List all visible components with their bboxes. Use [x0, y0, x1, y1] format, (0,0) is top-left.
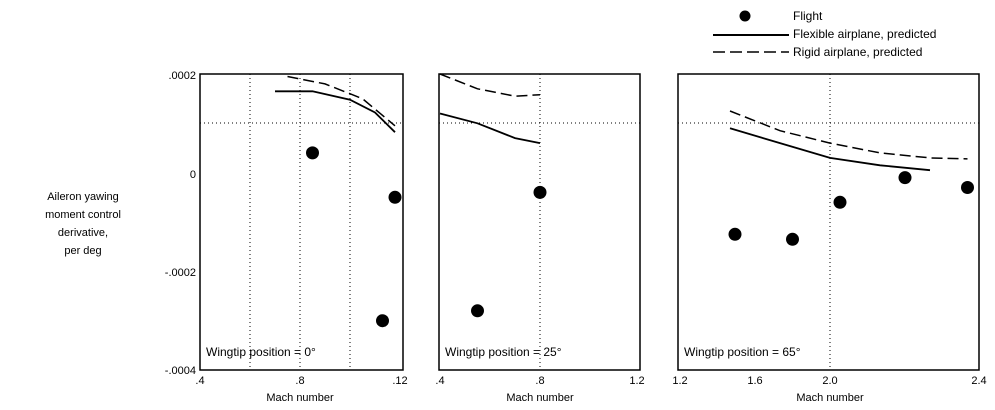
- panel-frame: [677, 73, 980, 371]
- x-tick-label: .12: [392, 375, 407, 387]
- flight-data-point: [306, 146, 319, 160]
- y-axis-label-line-3: derivative,: [58, 227, 108, 239]
- y-axis-label: Aileron yawing moment control derivative…: [45, 191, 121, 257]
- legend-rigid-label: Rigid airplane, predicted: [793, 45, 922, 59]
- x-axis-label: Mach number: [796, 392, 864, 404]
- legend-flight-label: Flight: [793, 9, 823, 23]
- x-tick-label: .4: [195, 375, 204, 387]
- flexible-predicted-line: [729, 127, 931, 172]
- rigid-predicted-line: [287, 75, 396, 127]
- panel-wingtip-25: Wingtip position = 25° .4 .8 1.2 Mach nu…: [435, 73, 645, 404]
- panel-wingtip-0: Wingtip position = 0° .4 .8 .12 Mach num…: [195, 73, 408, 404]
- x-tick-label: 1.6: [747, 375, 762, 387]
- y-tick-label: -.0002: [165, 267, 196, 279]
- flight-data-point: [833, 195, 847, 209]
- flight-data-point: [786, 232, 799, 246]
- legend: Flight Flexible airplane, predicted Rigi…: [713, 9, 936, 59]
- y-axis-label-line-1: Aileron yawing: [47, 191, 119, 203]
- panel-frame: [199, 73, 404, 371]
- flight-data-point: [388, 190, 402, 204]
- panel-wingtip-65: Wingtip position = 65° 1.2 1.6 2.0 2.4 M…: [672, 73, 987, 404]
- flexible-predicted-line: [275, 90, 396, 133]
- panel-annotation: Wingtip position = 65°: [684, 345, 801, 359]
- reference-lines: [439, 74, 640, 370]
- y-tick-label: -.0004: [165, 365, 196, 377]
- y-axis-label-line-4: per deg: [64, 245, 101, 257]
- y-tick-label: 0: [190, 169, 196, 181]
- panel-annotation: Wingtip position = 25°: [445, 345, 562, 359]
- x-tick-label: 1.2: [629, 375, 644, 387]
- flight-data-point: [533, 185, 547, 199]
- rigid-predicted-line: [729, 110, 968, 160]
- x-axis-label: Mach number: [506, 392, 574, 404]
- x-tick-label: 1.2: [672, 375, 687, 387]
- flight-data-point: [898, 171, 912, 185]
- panel-annotation: Wingtip position = 0°: [206, 345, 316, 359]
- rigid-predicted-line: [439, 73, 541, 97]
- legend-flexible-label: Flexible airplane, predicted: [793, 27, 936, 41]
- flight-data-point: [471, 304, 484, 318]
- y-tick-label: .0002: [168, 70, 196, 82]
- legend-flight-marker: [739, 10, 751, 22]
- x-tick-label: 2.4: [971, 375, 986, 387]
- flight-data-point: [376, 314, 389, 328]
- flexible-predicted-line: [439, 112, 541, 144]
- x-tick-label: .8: [535, 375, 544, 387]
- x-axis-label: Mach number: [266, 392, 334, 404]
- reference-lines: [200, 74, 403, 370]
- flight-data-point: [961, 181, 974, 194]
- flight-data-point: [728, 227, 742, 241]
- x-tick-label: 2.0: [822, 375, 837, 387]
- reference-lines: [678, 74, 979, 370]
- x-tick-label: .4: [435, 375, 444, 387]
- y-tick-labels: .0002 0 -.0002 -.0004: [165, 70, 196, 377]
- y-axis-label-line-2: moment control: [45, 209, 121, 221]
- x-tick-label: .8: [295, 375, 304, 387]
